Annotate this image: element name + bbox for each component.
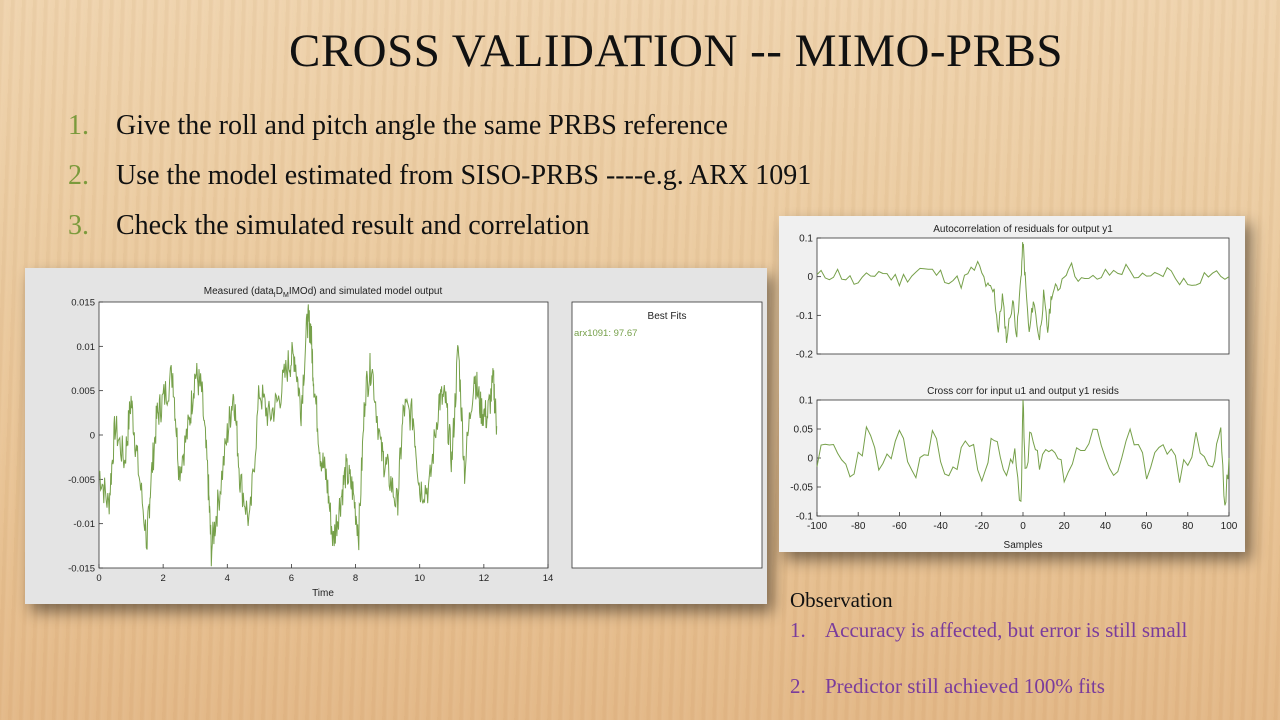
y-tick-label: 0.015 bbox=[71, 298, 95, 309]
autocorr-title: Autocorrelation of residuals for output … bbox=[933, 224, 1113, 235]
x-tick-label: 4 bbox=[225, 573, 230, 584]
y-tick-label: 0 bbox=[90, 431, 95, 442]
x-tick-label: 0 bbox=[96, 573, 101, 584]
simulated-output-line bbox=[98, 304, 498, 567]
observation-heading: Observation bbox=[790, 588, 893, 612]
observation-item: 2. Predictor still achieved 100% fits bbox=[790, 674, 1105, 699]
x-tick-label: -20 bbox=[975, 521, 990, 532]
y-tick-label: 0.05 bbox=[794, 425, 814, 436]
slide-title: CROSS VALIDATION -- MIMO-PRBS bbox=[288, 25, 1064, 77]
observation-number: 2. bbox=[790, 674, 806, 698]
bullet-text: Check the simulated result and correlati… bbox=[116, 210, 590, 241]
x-tick-label: 6 bbox=[289, 573, 294, 584]
x-tick-label: 0 bbox=[1020, 521, 1026, 532]
y-tick-label: -0.01 bbox=[73, 519, 95, 530]
y-tick-label: 0.01 bbox=[77, 342, 96, 353]
bullet-text: Use the model estimated from SISO-PRBS -… bbox=[116, 160, 812, 191]
bullet-number: 1. bbox=[68, 110, 89, 141]
autocorr-line bbox=[816, 242, 1230, 343]
best-fits-title: Best Fits bbox=[648, 311, 687, 322]
crosscorr-title: Cross corr for input u1 and output y1 re… bbox=[927, 386, 1119, 397]
x-tick-label: 14 bbox=[543, 573, 554, 584]
bullet-number: 3. bbox=[68, 210, 89, 241]
x-tick-label: 60 bbox=[1141, 521, 1153, 532]
bullet-text: Give the roll and pitch angle the same P… bbox=[116, 110, 728, 141]
x-tick-label: -80 bbox=[851, 521, 866, 532]
autocorr-plot-area bbox=[816, 237, 1230, 355]
y-tick-label: 0 bbox=[807, 454, 813, 465]
y-tick-label: -0.2 bbox=[796, 350, 814, 361]
observation-item: 1. Accuracy is affected, but error is sti… bbox=[790, 618, 1187, 643]
x-tick-label: 8 bbox=[353, 573, 358, 584]
observation-number: 1. bbox=[790, 618, 806, 642]
model-output-figure: Measured (dataIDMIMOd) and simulated mod… bbox=[25, 268, 767, 604]
correlation-figure: Autocorrelation of residuals for output … bbox=[779, 216, 1245, 552]
y-tick-label: -0.05 bbox=[790, 483, 813, 494]
x-tick-label: 2 bbox=[160, 573, 165, 584]
bullet-item: 3. Check the simulated result and correla… bbox=[68, 210, 590, 242]
chart-title: Measured (dataIDMIMOd) and simulated mod… bbox=[204, 286, 443, 299]
x-axis-label: Time bbox=[312, 588, 334, 599]
y-tick-label: 0.005 bbox=[71, 386, 95, 397]
observation-text: Accuracy is affected, but error is still… bbox=[825, 618, 1188, 642]
crosscorr-line bbox=[816, 399, 1230, 506]
plot-area bbox=[98, 301, 549, 569]
x-tick-label: 40 bbox=[1100, 521, 1112, 532]
y-tick-label: 0.1 bbox=[799, 396, 813, 407]
x-tick-label: 100 bbox=[1221, 521, 1238, 532]
y-tick-label: -0.1 bbox=[796, 311, 814, 322]
bullet-number: 2. bbox=[68, 160, 89, 191]
x-tick-label: 80 bbox=[1182, 521, 1194, 532]
x-axis-label: Samples bbox=[1004, 540, 1043, 551]
correlation-charts: Autocorrelation of residuals for output … bbox=[790, 224, 1238, 551]
best-fit-entry: arx1091: 97.67 bbox=[574, 328, 637, 339]
y-tick-label: -0.005 bbox=[68, 475, 95, 486]
y-tick-label: -0.015 bbox=[68, 564, 95, 575]
bullet-item: 2. Use the model estimated from SISO-PRBS… bbox=[68, 160, 811, 192]
y-tick-label: 0 bbox=[807, 272, 813, 283]
bullet-item: 1. Give the roll and pitch angle the same… bbox=[68, 110, 728, 142]
y-tick-label: 0.1 bbox=[799, 234, 813, 245]
observation-block: Observation 1. Accuracy is affected, but … bbox=[790, 588, 1187, 698]
observation-text: Predictor still achieved 100% fits bbox=[825, 674, 1105, 698]
x-tick-label: 10 bbox=[414, 573, 425, 584]
model-output-chart: Measured (dataIDMIMOd) and simulated mod… bbox=[68, 286, 763, 599]
x-tick-label: 12 bbox=[479, 573, 490, 584]
best-fits-panel bbox=[571, 301, 763, 569]
x-tick-label: -100 bbox=[807, 521, 827, 532]
x-tick-label: -40 bbox=[933, 521, 948, 532]
x-tick-label: 20 bbox=[1059, 521, 1071, 532]
y-tick-label: -0.1 bbox=[796, 512, 814, 523]
x-tick-label: -60 bbox=[892, 521, 907, 532]
